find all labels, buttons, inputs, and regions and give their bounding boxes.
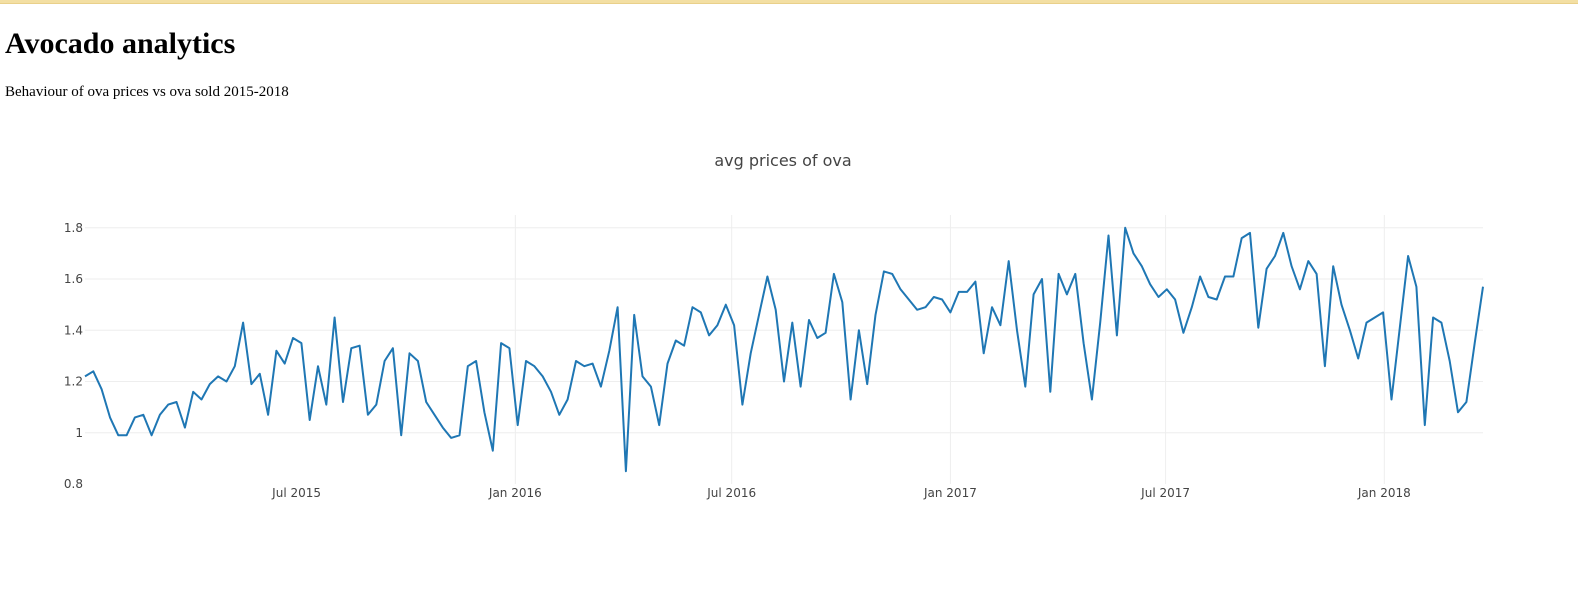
y-tick-label: 1.8: [64, 221, 83, 235]
chart-grid: [85, 215, 1483, 484]
x-axis-ticks: Jul 2015 Jan 2016 Jul 2016 Jan 2017 Jul 2017…: [271, 486, 1411, 500]
x-tick-label: Jan 2018: [1357, 486, 1411, 500]
y-tick-label: 1.2: [64, 375, 83, 389]
series-line: [84, 226, 1484, 473]
x-tick-label: Jan 2017: [923, 486, 977, 500]
y-tick-label: 1.6: [64, 272, 83, 286]
y-tick-label: 1: [75, 426, 83, 440]
y-axis-ticks: 0.8 1 1.2 1.4 1.6 1.8: [64, 221, 83, 491]
chart-title: avg prices of ova: [714, 151, 851, 170]
chart-series: [84, 226, 1484, 473]
x-tick-label: Jan 2016: [488, 486, 542, 500]
x-tick-label: Jul 2016: [706, 486, 756, 500]
page-title: Avocado analytics: [5, 27, 236, 60]
page-subtitle: Behaviour of ova prices vs ova sold 2015…: [5, 84, 289, 100]
x-tick-label: Jul 2017: [1140, 486, 1190, 500]
y-tick-label: 0.8: [64, 477, 83, 491]
x-tick-label: Jul 2015: [271, 486, 321, 500]
browser-top-stripe: [0, 0, 1578, 4]
y-tick-label: 1.4: [64, 323, 83, 337]
